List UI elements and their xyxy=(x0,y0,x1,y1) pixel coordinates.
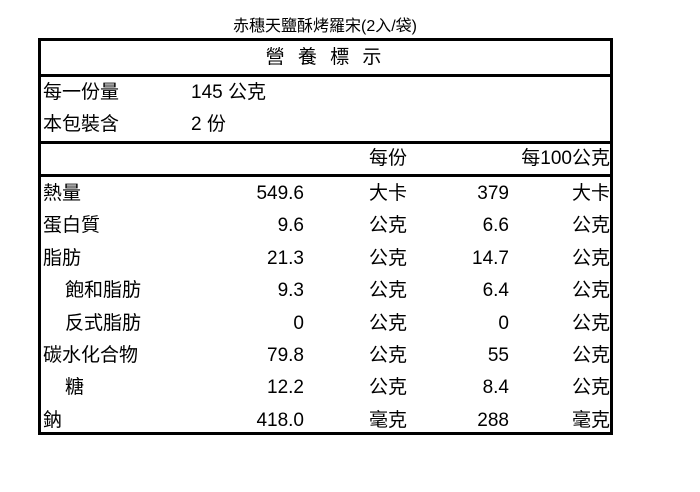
nutrition-facts-table: 營 養 標 示 每一份量 145 公克 本包裝含 2 份 每份 每100公克 熱… xyxy=(38,38,613,435)
nutrient-name: 碳水化合物 xyxy=(43,345,139,366)
per-serving-value: 9.3 xyxy=(277,280,304,302)
col-per-100g: 每100公克 xyxy=(521,148,610,169)
per-100g-unit: 公克 xyxy=(571,312,610,334)
per-100g-value: 8.4 xyxy=(482,377,509,399)
nutrient-row: 反式脂肪 0 公克 0 公克 xyxy=(41,308,610,340)
serving-size-row: 每一份量 145 公克 xyxy=(41,77,610,109)
per-serving-value: 418.0 xyxy=(256,409,304,431)
nutrient-name: 鈉 xyxy=(43,409,63,431)
servings-label: 本包裝含 xyxy=(43,114,120,135)
nutrient-row: 碳水化合物 79.8 公克 55 公克 xyxy=(41,340,610,372)
per-serving-unit: 大卡 xyxy=(368,183,407,204)
nutrient-row: 蛋白質 9.6 公克 6.6 公克 xyxy=(41,210,610,242)
servings-value: 2 份 xyxy=(191,114,226,135)
serving-size-label: 每一份量 xyxy=(43,82,120,103)
per-100g-value: 288 xyxy=(477,409,509,431)
nutrition-heading: 營 養 標 示 xyxy=(265,47,386,68)
col-per-serving: 每份 xyxy=(368,148,407,169)
per-100g-value: 379 xyxy=(477,183,509,204)
per-serving-value: 549.6 xyxy=(256,183,304,204)
column-header-row: 每份 每100公克 xyxy=(41,144,610,174)
divider xyxy=(41,174,610,177)
per-serving-value: 21.3 xyxy=(267,247,304,269)
nutrient-name: 反式脂肪 xyxy=(65,312,142,334)
per-serving-unit: 公克 xyxy=(368,280,407,302)
per-serving-unit: 公克 xyxy=(368,312,407,334)
per-serving-unit: 公克 xyxy=(368,215,407,237)
per-100g-value: 6.4 xyxy=(482,280,509,302)
per-100g-unit: 公克 xyxy=(571,377,610,399)
per-100g-value: 55 xyxy=(487,345,509,366)
per-serving-value: 0 xyxy=(293,312,304,334)
servings-row: 本包裝含 2 份 xyxy=(41,109,610,141)
serving-size-value: 145 公克 xyxy=(191,82,266,103)
nutrient-name: 飽和脂肪 xyxy=(65,280,142,302)
nutrient-name: 蛋白質 xyxy=(43,215,101,237)
divider xyxy=(41,141,610,144)
per-serving-value: 12.2 xyxy=(267,377,304,399)
per-100g-value: 6.6 xyxy=(482,215,509,237)
per-100g-unit: 公克 xyxy=(571,280,610,302)
per-serving-unit: 公克 xyxy=(368,377,407,399)
per-serving-unit: 公克 xyxy=(368,247,407,269)
nutrient-row: 鈉 418.0 毫克 288 毫克 xyxy=(41,405,610,437)
per-100g-unit: 毫克 xyxy=(571,409,610,431)
nutrient-row: 飽和脂肪 9.3 公克 6.4 公克 xyxy=(41,275,610,307)
divider xyxy=(41,74,610,77)
per-100g-unit: 大卡 xyxy=(571,183,610,204)
nutrient-name: 脂肪 xyxy=(43,247,82,269)
product-title: 赤穗天鹽酥烤羅宋(2入/袋) xyxy=(232,18,417,35)
per-100g-value: 0 xyxy=(498,312,509,334)
per-serving-value: 9.6 xyxy=(277,215,304,237)
nutrient-row: 脂肪 21.3 公克 14.7 公克 xyxy=(41,243,610,275)
nutrient-row: 熱量 549.6 大卡 379 大卡 xyxy=(41,178,610,210)
per-100g-unit: 公克 xyxy=(571,345,610,366)
per-serving-value: 79.8 xyxy=(267,345,304,366)
per-100g-unit: 公克 xyxy=(571,215,610,237)
per-100g-unit: 公克 xyxy=(571,247,610,269)
per-100g-value: 14.7 xyxy=(472,247,509,269)
per-serving-unit: 毫克 xyxy=(368,409,407,431)
nutrient-name: 糖 xyxy=(65,377,85,399)
per-serving-unit: 公克 xyxy=(368,345,407,366)
nutrient-name: 熱量 xyxy=(43,183,82,204)
nutrient-row: 糖 12.2 公克 8.4 公克 xyxy=(41,372,610,404)
